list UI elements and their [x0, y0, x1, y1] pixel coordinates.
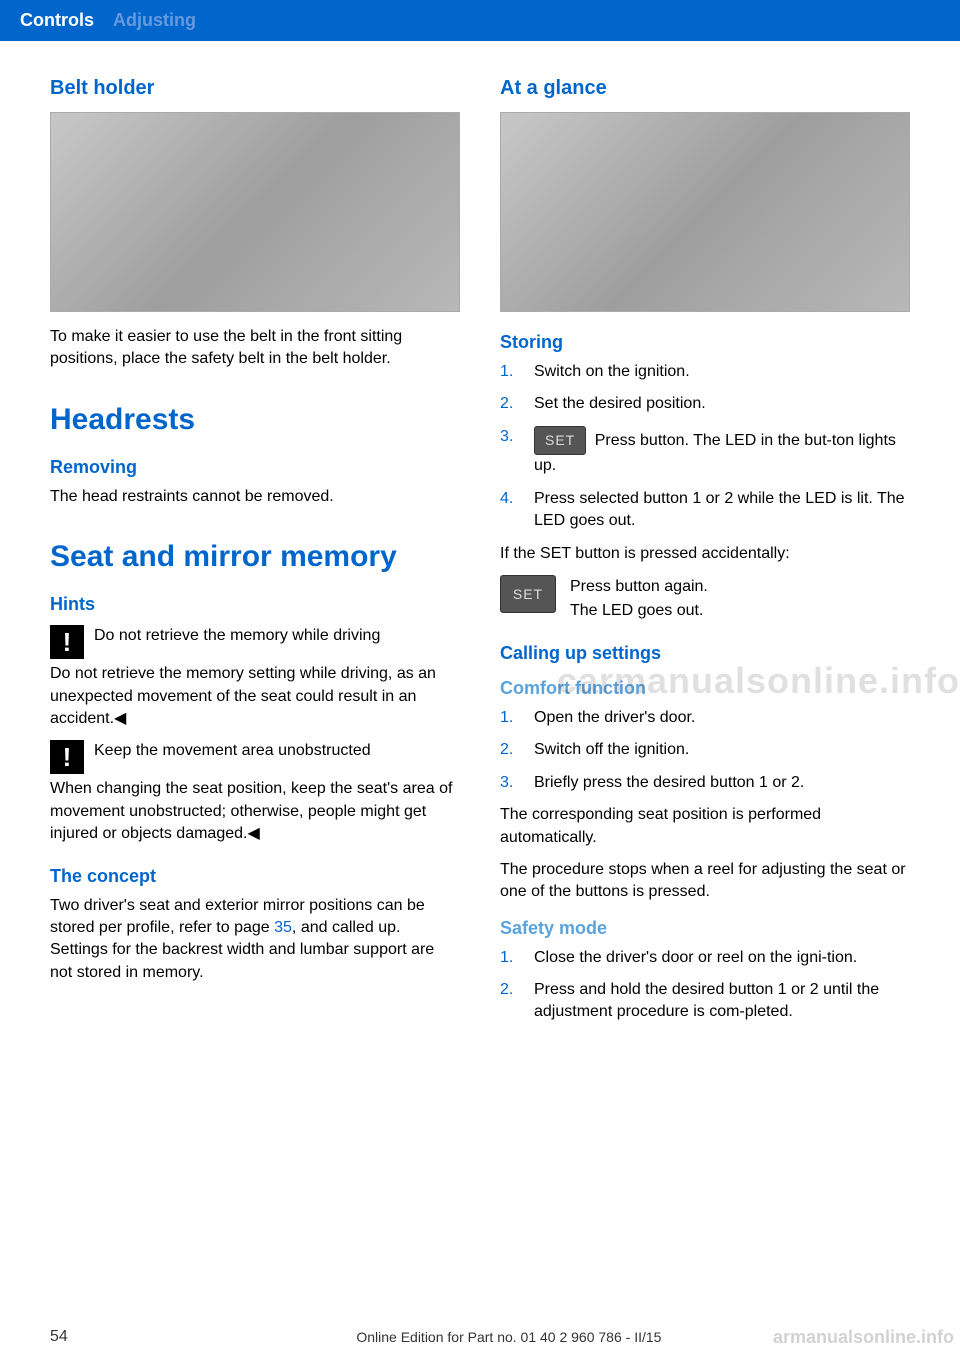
set-button-icon: SET [534, 426, 586, 456]
storing-accidental: If the SET button is pressed accidentall… [500, 543, 910, 565]
at-a-glance-photo [500, 112, 910, 312]
set-again-line1: Press button again. [570, 575, 708, 599]
concept-heading: The concept [50, 866, 460, 887]
safety-heading: Safety mode [500, 918, 910, 939]
removing-body: The head restraints cannot be removed. [50, 486, 460, 508]
footer: 54 Online Edition for Part no. 01 40 2 9… [0, 1318, 960, 1362]
page-link-35[interactable]: 35 [274, 919, 292, 936]
safety-step-1: Close the driver's door or reel on the i… [500, 947, 910, 969]
warning-2: ! Keep the movement area unobstructed [50, 740, 460, 774]
left-column: Belt holder To make it easier to use the… [50, 71, 460, 1034]
safety-step-2: Press and hold the desired button 1 or 2… [500, 979, 910, 1024]
at-a-glance-title: At a glance [500, 77, 910, 100]
page-number: 54 [50, 1328, 68, 1346]
right-column: At a glance Storing Switch on the igniti… [500, 71, 910, 1034]
belt-holder-body: To make it easier to use the belt in the… [50, 326, 460, 371]
comfort-body-1: The corresponding seat position is perfo… [500, 804, 910, 849]
comfort-body-2: The procedure stops when a reel for adju… [500, 859, 910, 904]
calling-heading: Calling up settings [500, 643, 910, 664]
concept-body: Two driver's seat and exterior mirror po… [50, 895, 460, 985]
warning-1: ! Do not retrieve the memory while drivi… [50, 625, 460, 659]
belt-holder-title: Belt holder [50, 77, 460, 100]
storing-step-1: Switch on the ignition. [500, 361, 910, 383]
set-again-row: SET Press button again. The LED goes out… [500, 575, 910, 623]
belt-holder-photo [50, 112, 460, 312]
page-content: Belt holder To make it easier to use the… [0, 41, 960, 1064]
warning-2-lead: Keep the movement area unobstructed [94, 740, 371, 762]
warning-icon: ! [50, 740, 84, 774]
set-button-icon: SET [500, 575, 556, 613]
storing-step-3: SET Press button. The LED in the but‐ton… [500, 426, 910, 478]
set-again-line2: The LED goes out. [570, 599, 708, 623]
storing-heading: Storing [500, 332, 910, 353]
comfort-step-3: Briefly press the desired button 1 or 2. [500, 772, 910, 794]
warning-1-lead: Do not retrieve the memory while driving [94, 625, 380, 647]
breadcrumb-section: Controls [20, 10, 94, 30]
seat-memory-title: Seat and mirror memory [50, 540, 460, 574]
storing-steps: Switch on the ignition. Set the desired … [500, 361, 910, 533]
warning-icon: ! [50, 625, 84, 659]
storing-step-2: Set the desired position. [500, 393, 910, 415]
removing-heading: Removing [50, 457, 460, 478]
warning-2-body: When changing the seat position, keep th… [50, 778, 460, 845]
footer-line: Online Edition for Part no. 01 40 2 960 … [108, 1329, 910, 1345]
breadcrumb-subsection: Adjusting [113, 10, 196, 30]
hints-heading: Hints [50, 594, 460, 615]
comfort-step-1: Open the driver's door. [500, 707, 910, 729]
warning-1-body: Do not retrieve the memory setting while… [50, 663, 460, 730]
comfort-step-2: Switch off the ignition. [500, 739, 910, 761]
header-bar: Controls Adjusting [0, 0, 960, 41]
headrests-title: Headrests [50, 403, 460, 437]
comfort-heading: Comfort function [500, 678, 910, 699]
safety-steps: Close the driver's door or reel on the i… [500, 947, 910, 1024]
storing-step-4: Press selected button 1 or 2 while the L… [500, 488, 910, 533]
comfort-steps: Open the driver's door. Switch off the i… [500, 707, 910, 794]
